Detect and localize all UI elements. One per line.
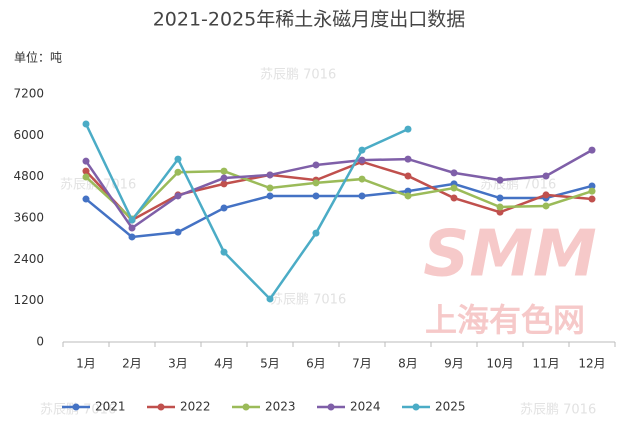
y-tick-label: 6000	[13, 128, 44, 142]
x-tick-label: 8月	[398, 357, 418, 371]
point	[174, 155, 182, 163]
legend-label: 2022	[180, 400, 211, 414]
point	[496, 176, 504, 184]
x-tick-label: 3月	[168, 357, 188, 371]
point	[404, 172, 412, 180]
point	[358, 192, 366, 200]
legend-label: 2024	[350, 400, 381, 414]
point	[82, 167, 90, 175]
point	[220, 204, 228, 212]
point	[82, 157, 90, 165]
x-tick-label: 7月	[352, 357, 372, 371]
watermark-author: 苏辰鹏 7016	[520, 402, 596, 418]
series-line	[85, 169, 593, 221]
point	[542, 202, 550, 210]
point	[82, 195, 90, 203]
legend-label: 2023	[265, 400, 296, 414]
point	[496, 203, 504, 211]
point	[266, 184, 274, 192]
point	[82, 173, 90, 181]
point	[312, 161, 320, 169]
point	[174, 192, 182, 200]
watermark-text: 上海有色网	[425, 301, 585, 339]
y-tick-label: 4800	[13, 169, 44, 183]
legend-marker	[412, 403, 420, 411]
y-tick-label: 2400	[13, 252, 44, 266]
watermark-author: 苏辰鹏 7016	[270, 292, 346, 308]
point	[220, 248, 228, 256]
point	[496, 194, 504, 202]
x-tick-label: 4月	[214, 357, 234, 371]
point	[404, 192, 412, 200]
point	[174, 228, 182, 236]
point	[496, 208, 504, 216]
point	[450, 184, 458, 192]
series-line	[85, 182, 593, 239]
y-tick-label: 7200	[13, 87, 44, 101]
x-tick-label: 2月	[122, 357, 142, 371]
point	[220, 167, 228, 175]
point	[312, 179, 320, 187]
series-line	[85, 160, 593, 222]
point	[128, 224, 136, 232]
point	[128, 233, 136, 241]
point	[82, 120, 90, 128]
point	[404, 155, 412, 163]
point	[404, 125, 412, 133]
point	[358, 146, 366, 154]
point	[404, 187, 412, 195]
watermark-author: 苏辰鹏 7016	[260, 67, 336, 83]
point	[358, 175, 366, 183]
point	[174, 168, 182, 176]
point	[358, 156, 366, 164]
legend-label: 2025	[435, 400, 466, 414]
point	[450, 194, 458, 202]
x-tick-label: 11月	[532, 357, 559, 371]
point	[588, 187, 596, 195]
point	[312, 229, 320, 237]
unit-label: 单位：吨	[14, 50, 62, 65]
point	[588, 195, 596, 203]
point	[312, 192, 320, 200]
y-tick-label: 0	[36, 335, 44, 349]
x-tick-label: 6月	[306, 357, 326, 371]
legend-marker	[72, 403, 80, 411]
point	[588, 182, 596, 190]
legend-marker	[242, 403, 250, 411]
point	[266, 192, 274, 200]
point	[128, 216, 136, 224]
y-tick-label: 3600	[13, 211, 44, 225]
legend-marker	[157, 403, 165, 411]
y-tick-label: 1200	[13, 293, 44, 307]
x-tick-label: 12月	[578, 357, 605, 371]
series-line	[84, 149, 593, 230]
point	[542, 191, 550, 199]
x-tick-label: 9月	[444, 357, 464, 371]
legend-label: 2021	[95, 400, 126, 414]
legend-marker	[327, 403, 335, 411]
point	[220, 174, 228, 182]
x-tick-label: 10月	[486, 357, 513, 371]
point	[266, 295, 274, 303]
watermark-logo: SMM	[423, 218, 596, 292]
point	[450, 169, 458, 177]
point	[542, 172, 550, 180]
chart-title: 2021-2025年稀土永磁月度出口数据	[153, 9, 466, 31]
x-tick-label: 1月	[76, 357, 96, 371]
point	[220, 180, 228, 188]
series-line	[84, 123, 409, 301]
point	[266, 171, 274, 179]
point	[588, 146, 596, 154]
x-tick-label: 5月	[260, 357, 280, 371]
